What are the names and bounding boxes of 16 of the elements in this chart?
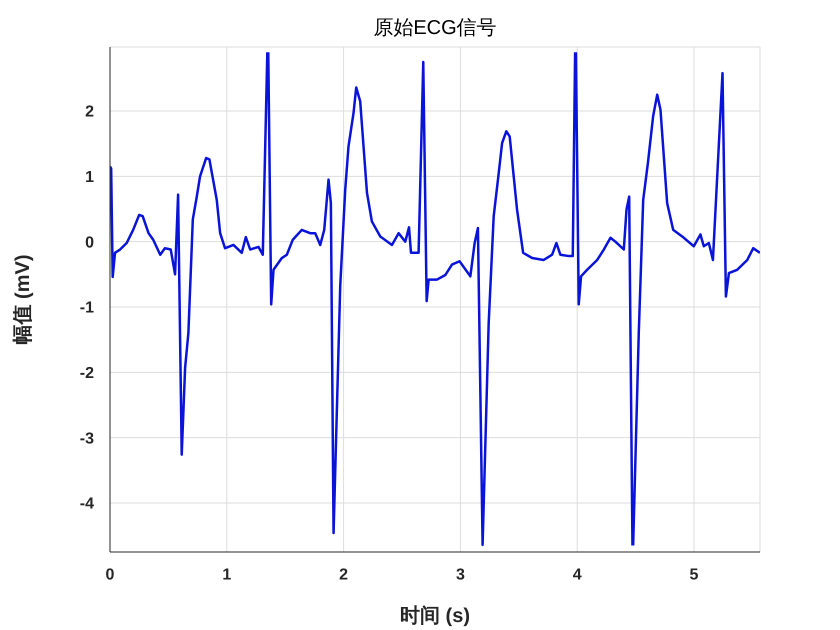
- x-tick-label: 0: [106, 566, 115, 584]
- x-tick-label: 3: [456, 566, 465, 584]
- x-tick-label: 5: [690, 566, 699, 584]
- y-tick-label: -1: [80, 300, 94, 317]
- y-tick-label: -4: [80, 496, 94, 513]
- y-axis-title: 幅值 (mV): [12, 254, 34, 344]
- y-tick-label: -2: [80, 365, 94, 382]
- y-tick-label: 2: [85, 104, 94, 121]
- x-tick-label: 2: [339, 566, 348, 584]
- x-tick-label: 4: [572, 566, 582, 584]
- y-tick-label: 0: [85, 234, 94, 252]
- chart-title: 原始ECG信号: [372, 16, 498, 41]
- x-tick-label: 1: [222, 566, 232, 584]
- y-tick-label: -3: [80, 430, 94, 448]
- x-axis-title: 时间 (s): [400, 605, 470, 627]
- y-tick-label: 1: [85, 169, 94, 186]
